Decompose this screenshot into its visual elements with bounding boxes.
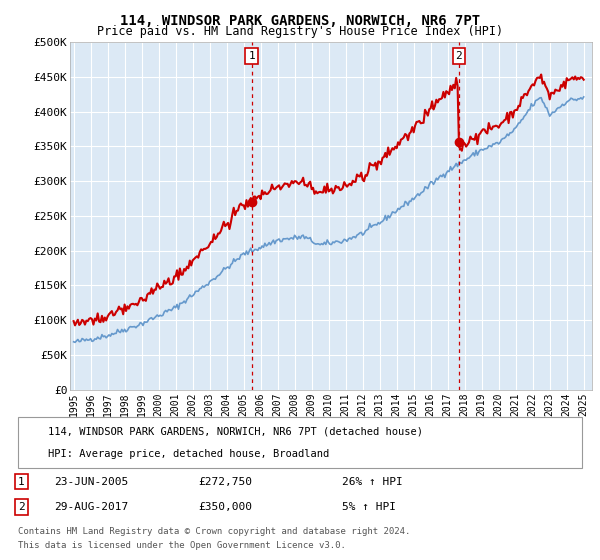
Text: 23-JUN-2005: 23-JUN-2005	[54, 477, 128, 487]
Text: 114, WINDSOR PARK GARDENS, NORWICH, NR6 7PT (detached house): 114, WINDSOR PARK GARDENS, NORWICH, NR6 …	[48, 426, 423, 436]
Text: 2: 2	[455, 51, 462, 61]
Text: Price paid vs. HM Land Registry's House Price Index (HPI): Price paid vs. HM Land Registry's House …	[97, 25, 503, 38]
Text: Contains HM Land Registry data © Crown copyright and database right 2024.: Contains HM Land Registry data © Crown c…	[18, 528, 410, 536]
Text: £272,750: £272,750	[198, 477, 252, 487]
Text: 1: 1	[18, 477, 25, 487]
Text: 114, WINDSOR PARK GARDENS, NORWICH, NR6 7PT: 114, WINDSOR PARK GARDENS, NORWICH, NR6 …	[120, 14, 480, 28]
Text: 1: 1	[248, 51, 255, 61]
Text: HPI: Average price, detached house, Broadland: HPI: Average price, detached house, Broa…	[48, 449, 329, 459]
Text: 5% ↑ HPI: 5% ↑ HPI	[342, 502, 396, 512]
Text: 29-AUG-2017: 29-AUG-2017	[54, 502, 128, 512]
Text: 2: 2	[18, 502, 25, 512]
Text: This data is licensed under the Open Government Licence v3.0.: This data is licensed under the Open Gov…	[18, 541, 346, 550]
Text: £350,000: £350,000	[198, 502, 252, 512]
Text: 26% ↑ HPI: 26% ↑ HPI	[342, 477, 403, 487]
